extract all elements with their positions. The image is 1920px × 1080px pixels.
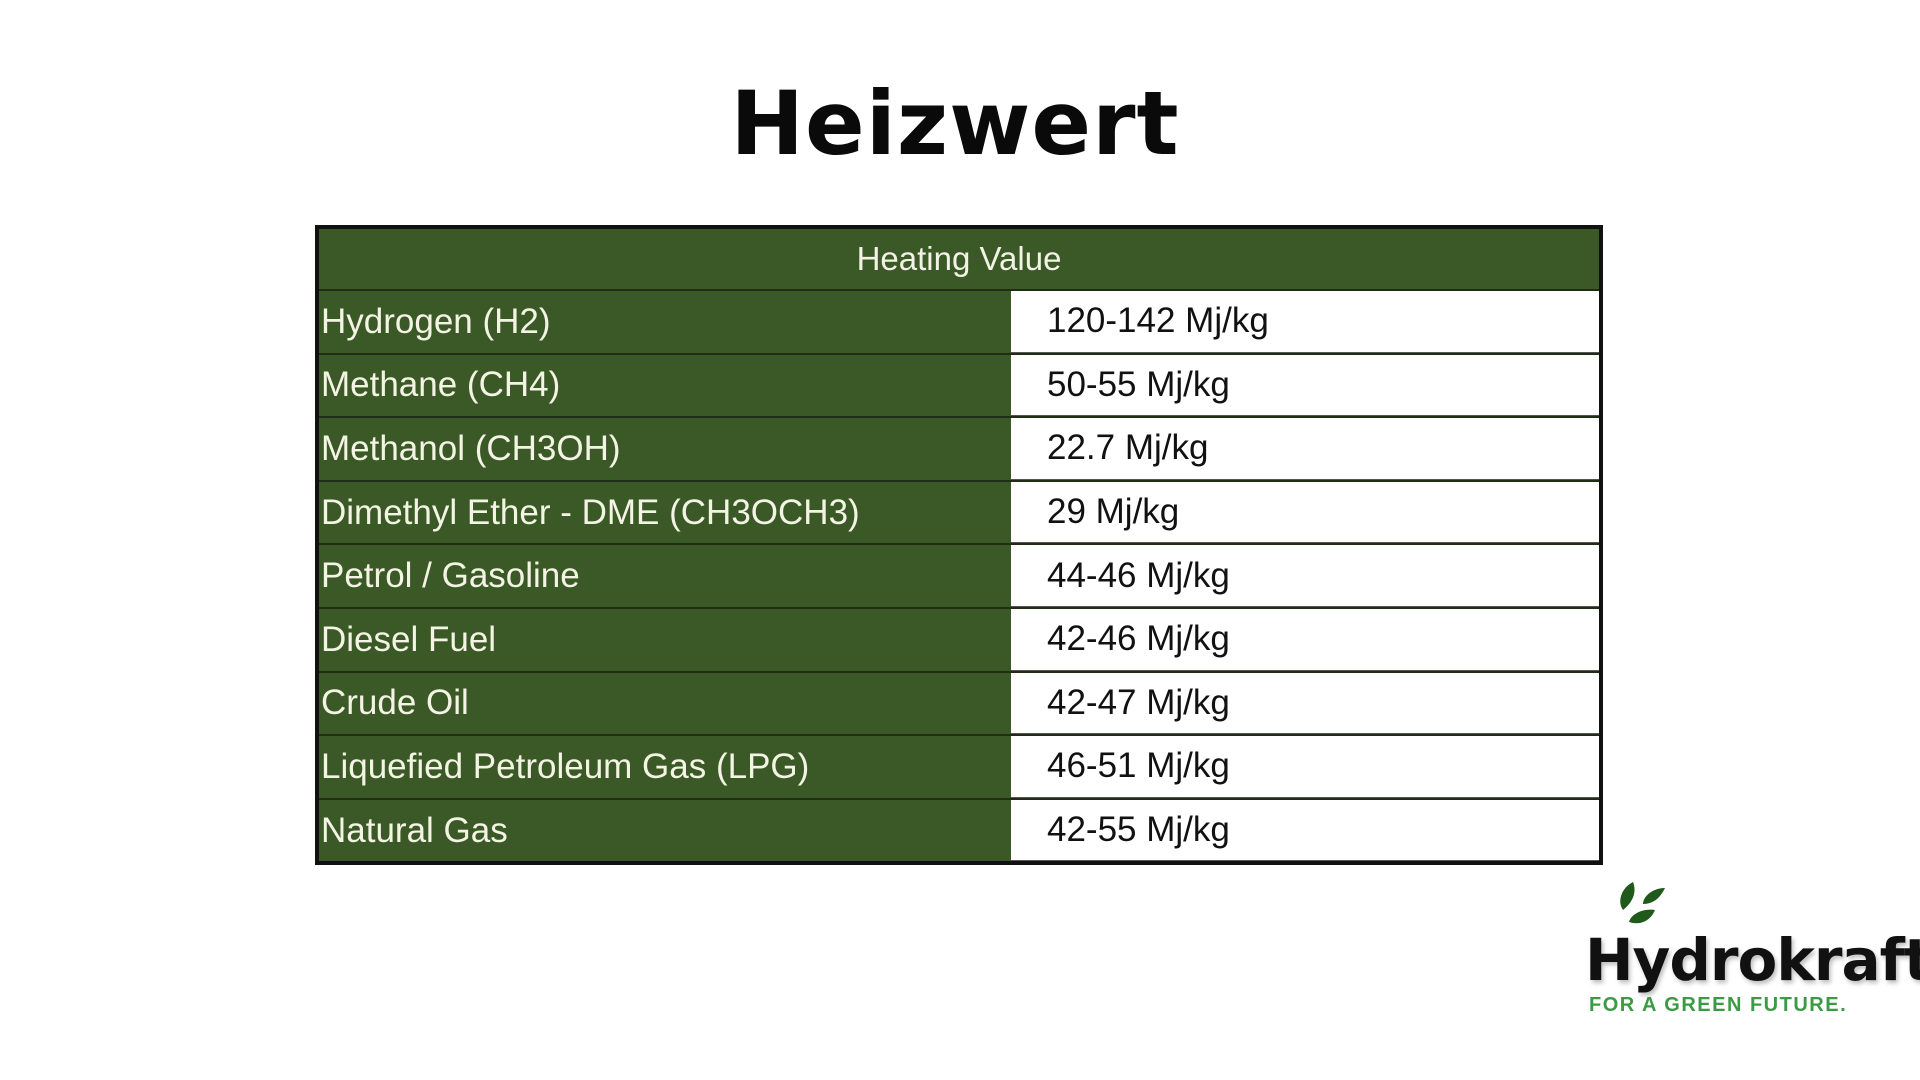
hydrokraft-logo: Hydrokraft FOR A GREEN FUTURE. [1585, 880, 1920, 1020]
fuel-label: Methanol (CH3OH) [321, 428, 621, 468]
table-row: Diesel Fuel 42-46 Mj/kg [319, 608, 1599, 673]
heating-value-cell: 29 Mj/kg [1011, 481, 1599, 544]
heating-value-cell: 42-47 Mj/kg [1011, 672, 1599, 735]
logo-brand-name: Hydrokraft [1585, 926, 1920, 994]
heating-value-cell: 44-46 Mj/kg [1011, 545, 1599, 607]
table-header: Heating Value [319, 229, 1599, 291]
table-row: Methanol (CH3OH) 22.7 Mj/kg [319, 418, 1599, 482]
table-row: Natural Gas 42-55 Mj/kg [319, 799, 1599, 862]
page-title: Heizwert [730, 72, 1180, 175]
fuel-label: Petrol / Gasoline [321, 556, 580, 596]
table-row: Methane (CH4) 50-55 Mj/kg [319, 354, 1599, 419]
heating-value-cell: 42-46 Mj/kg [1011, 608, 1599, 671]
heating-value-table: Heating Value Hydrogen (H2) 120-142 Mj/kg… [315, 225, 1603, 866]
heating-value-cell: 46-51 Mj/kg [1011, 736, 1599, 798]
table-row: Hydrogen (H2) 120-142 Mj/kg [319, 291, 1599, 355]
fuel-label: Methane (CH4) [321, 365, 561, 405]
fuel-label: Hydrogen (H2) [321, 301, 551, 341]
table-row: Dimethyl Ether - DME (CH3OCH3) 29 Mj/kg [319, 481, 1599, 546]
fuel-label: Crude Oil [321, 683, 469, 723]
table-row: Petrol / Gasoline 44-46 Mj/kg [319, 545, 1599, 609]
heating-value-cell: 22.7 Mj/kg [1011, 418, 1599, 480]
fuel-label: Natural Gas [321, 810, 508, 850]
table-row: Liquefied Petroleum Gas (LPG) 46-51 Mj/kg [319, 736, 1599, 800]
leaves-icon [1620, 882, 1665, 924]
heating-value-cell: 50-55 Mj/kg [1011, 354, 1599, 417]
fuel-label: Liquefied Petroleum Gas (LPG) [321, 746, 810, 786]
logo-tagline: FOR A GREEN FUTURE. [1589, 994, 1848, 1016]
table-row: Crude Oil 42-47 Mj/kg [319, 672, 1599, 737]
heating-value-cell: 42-55 Mj/kg [1011, 799, 1599, 862]
fuel-label: Dimethyl Ether - DME (CH3OCH3) [321, 492, 860, 532]
heating-value-cell: 120-142 Mj/kg [1011, 291, 1599, 353]
fuel-label: Diesel Fuel [321, 619, 497, 659]
